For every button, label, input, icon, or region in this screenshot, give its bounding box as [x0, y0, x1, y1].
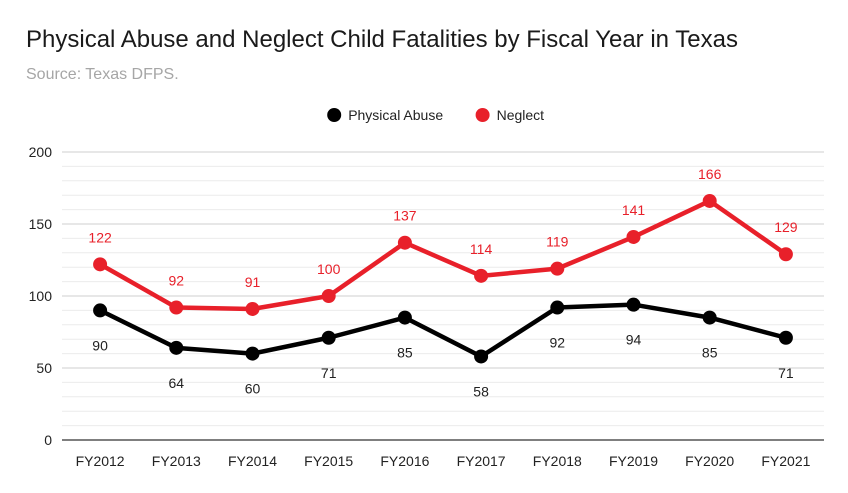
data-point-neglect	[93, 257, 108, 272]
y-tick-label: 150	[29, 216, 53, 232]
data-point-neglect	[397, 235, 412, 250]
data-label-neglect: 166	[698, 166, 722, 182]
data-point-physical-abuse	[778, 330, 793, 345]
data-point-physical-abuse	[702, 310, 717, 325]
x-tick-label: FY2014	[228, 453, 277, 469]
series-line-neglect	[97, 198, 789, 312]
data-label-physical-abuse: 71	[321, 365, 337, 381]
legend-label-neglect: Neglect	[497, 107, 545, 123]
data-label-physical-abuse: 58	[473, 383, 489, 399]
data-point-physical-abuse	[169, 340, 184, 355]
chart-title: Physical Abuse and Neglect Child Fatalit…	[26, 26, 738, 53]
legend-label-physical-abuse: Physical Abuse	[348, 107, 443, 123]
x-tick-label: FY2013	[152, 453, 201, 469]
data-label-physical-abuse: 90	[92, 337, 108, 353]
data-point-physical-abuse	[626, 297, 641, 312]
data-label-neglect: 114	[470, 241, 493, 257]
data-label-physical-abuse: 92	[550, 335, 566, 351]
series-line-physical-abuse	[97, 302, 789, 359]
y-tick-label: 50	[36, 360, 52, 376]
data-point-physical-abuse	[321, 330, 336, 345]
y-tick-label: 200	[29, 144, 53, 160]
data-label-neglect: 92	[169, 273, 185, 289]
data-label-neglect: 91	[245, 274, 261, 290]
data-label-physical-abuse: 85	[397, 345, 413, 361]
legend-marker-physical-abuse	[327, 108, 342, 122]
y-tick-label: 100	[29, 288, 53, 304]
x-tick-label: FY2012	[76, 453, 125, 469]
data-label-physical-abuse: 71	[778, 365, 794, 381]
data-label-physical-abuse: 60	[245, 381, 261, 397]
data-point-neglect	[321, 289, 336, 303]
x-tick-label: FY2017	[457, 453, 506, 469]
data-label-neglect: 129	[774, 219, 798, 235]
data-point-physical-abuse	[397, 310, 412, 325]
data-point-physical-abuse	[93, 303, 108, 318]
x-tick-label: FY2016	[380, 453, 429, 469]
x-tick-label: FY2019	[609, 453, 658, 469]
data-label-neglect: 122	[88, 229, 112, 245]
chart-subtitle: Source: Texas DFPS.	[26, 66, 179, 83]
legend-marker-neglect	[475, 108, 490, 122]
data-point-neglect	[245, 301, 260, 316]
data-point-physical-abuse	[550, 300, 565, 315]
data-point-neglect	[702, 193, 717, 208]
data-label-neglect: 141	[622, 202, 646, 218]
x-tick-label: FY2018	[533, 453, 582, 469]
data-point-neglect	[778, 247, 793, 262]
data-point-neglect	[550, 261, 565, 276]
data-point-physical-abuse	[474, 349, 489, 364]
data-label-neglect: 100	[317, 261, 341, 277]
data-label-physical-abuse: 64	[169, 375, 185, 391]
y-tick-label: 0	[44, 432, 52, 448]
data-point-neglect	[169, 300, 184, 315]
data-label-physical-abuse: 94	[626, 332, 642, 348]
x-tick-label: FY2020	[685, 453, 734, 469]
data-point-neglect	[474, 268, 489, 283]
data-label-neglect: 137	[393, 208, 417, 224]
data-label-neglect: 119	[546, 234, 569, 250]
data-point-neglect	[626, 229, 641, 244]
x-tick-label: FY2021	[761, 453, 810, 469]
data-label-physical-abuse: 85	[702, 345, 718, 361]
x-tick-label: FY2015	[304, 453, 353, 469]
data-point-physical-abuse	[245, 346, 260, 361]
